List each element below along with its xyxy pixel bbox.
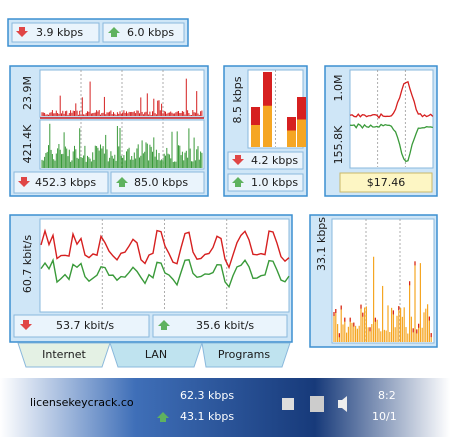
graph-decoration bbox=[251, 107, 260, 125]
scale-label: 33.1 kbps bbox=[315, 217, 328, 271]
upload-rate: 1.0 kbps bbox=[251, 176, 298, 189]
upload-rate: 85.0 kbps bbox=[134, 176, 188, 189]
download-box bbox=[11, 22, 100, 43]
graph-decoration bbox=[263, 72, 272, 106]
tab[interactable] bbox=[17, 342, 111, 368]
upload-rate: 6.0 kbps bbox=[127, 26, 174, 39]
max-label: 1.0M bbox=[332, 75, 345, 102]
taskbar-upload: 43.1 kbps bbox=[180, 410, 234, 423]
graph-decoration bbox=[263, 72, 272, 147]
clock-date: 10/1 bbox=[372, 410, 397, 423]
graph-decoration bbox=[40, 70, 204, 169]
tab-label[interactable]: Internet bbox=[42, 348, 86, 361]
min-label: 155.8K bbox=[332, 125, 345, 164]
upload-rate: 35.6 kbit/s bbox=[196, 319, 254, 332]
scale-label: 60.7 kbit/s bbox=[21, 235, 34, 293]
download-rate: 452.3 kbps bbox=[35, 176, 96, 189]
graph-decoration bbox=[40, 228, 290, 270]
download-rate: 3.9 kbps bbox=[36, 26, 83, 39]
graph-decoration bbox=[251, 107, 260, 147]
upload-box bbox=[102, 22, 185, 43]
download-rate: 4.2 kbps bbox=[251, 154, 298, 167]
watermark: licensekeycrack.co bbox=[30, 396, 134, 409]
taskbar-download: 62.3 kbps bbox=[180, 389, 234, 402]
tab[interactable] bbox=[109, 342, 203, 368]
download-rate: 53.7 kbit/s bbox=[56, 319, 114, 332]
graph-decoration bbox=[297, 97, 306, 120]
graph-decoration bbox=[287, 117, 296, 131]
graph-decoration bbox=[40, 257, 290, 289]
tab-label[interactable]: LAN bbox=[145, 348, 167, 361]
clock-time: 8:2 bbox=[378, 389, 396, 402]
graph-decoration bbox=[287, 117, 296, 147]
graph-decoration bbox=[349, 123, 433, 163]
tab[interactable] bbox=[201, 342, 291, 368]
taskbar bbox=[0, 378, 450, 437]
graph-decoration bbox=[297, 97, 306, 147]
tab-label[interactable]: Programs bbox=[218, 348, 270, 361]
cost: $17.46 bbox=[367, 176, 406, 189]
min-label: 421.4K bbox=[21, 124, 34, 163]
scale-label: 8.5 kbps bbox=[231, 76, 244, 123]
graph-decoration bbox=[349, 80, 434, 119]
max-label: 23.9M bbox=[21, 76, 34, 110]
